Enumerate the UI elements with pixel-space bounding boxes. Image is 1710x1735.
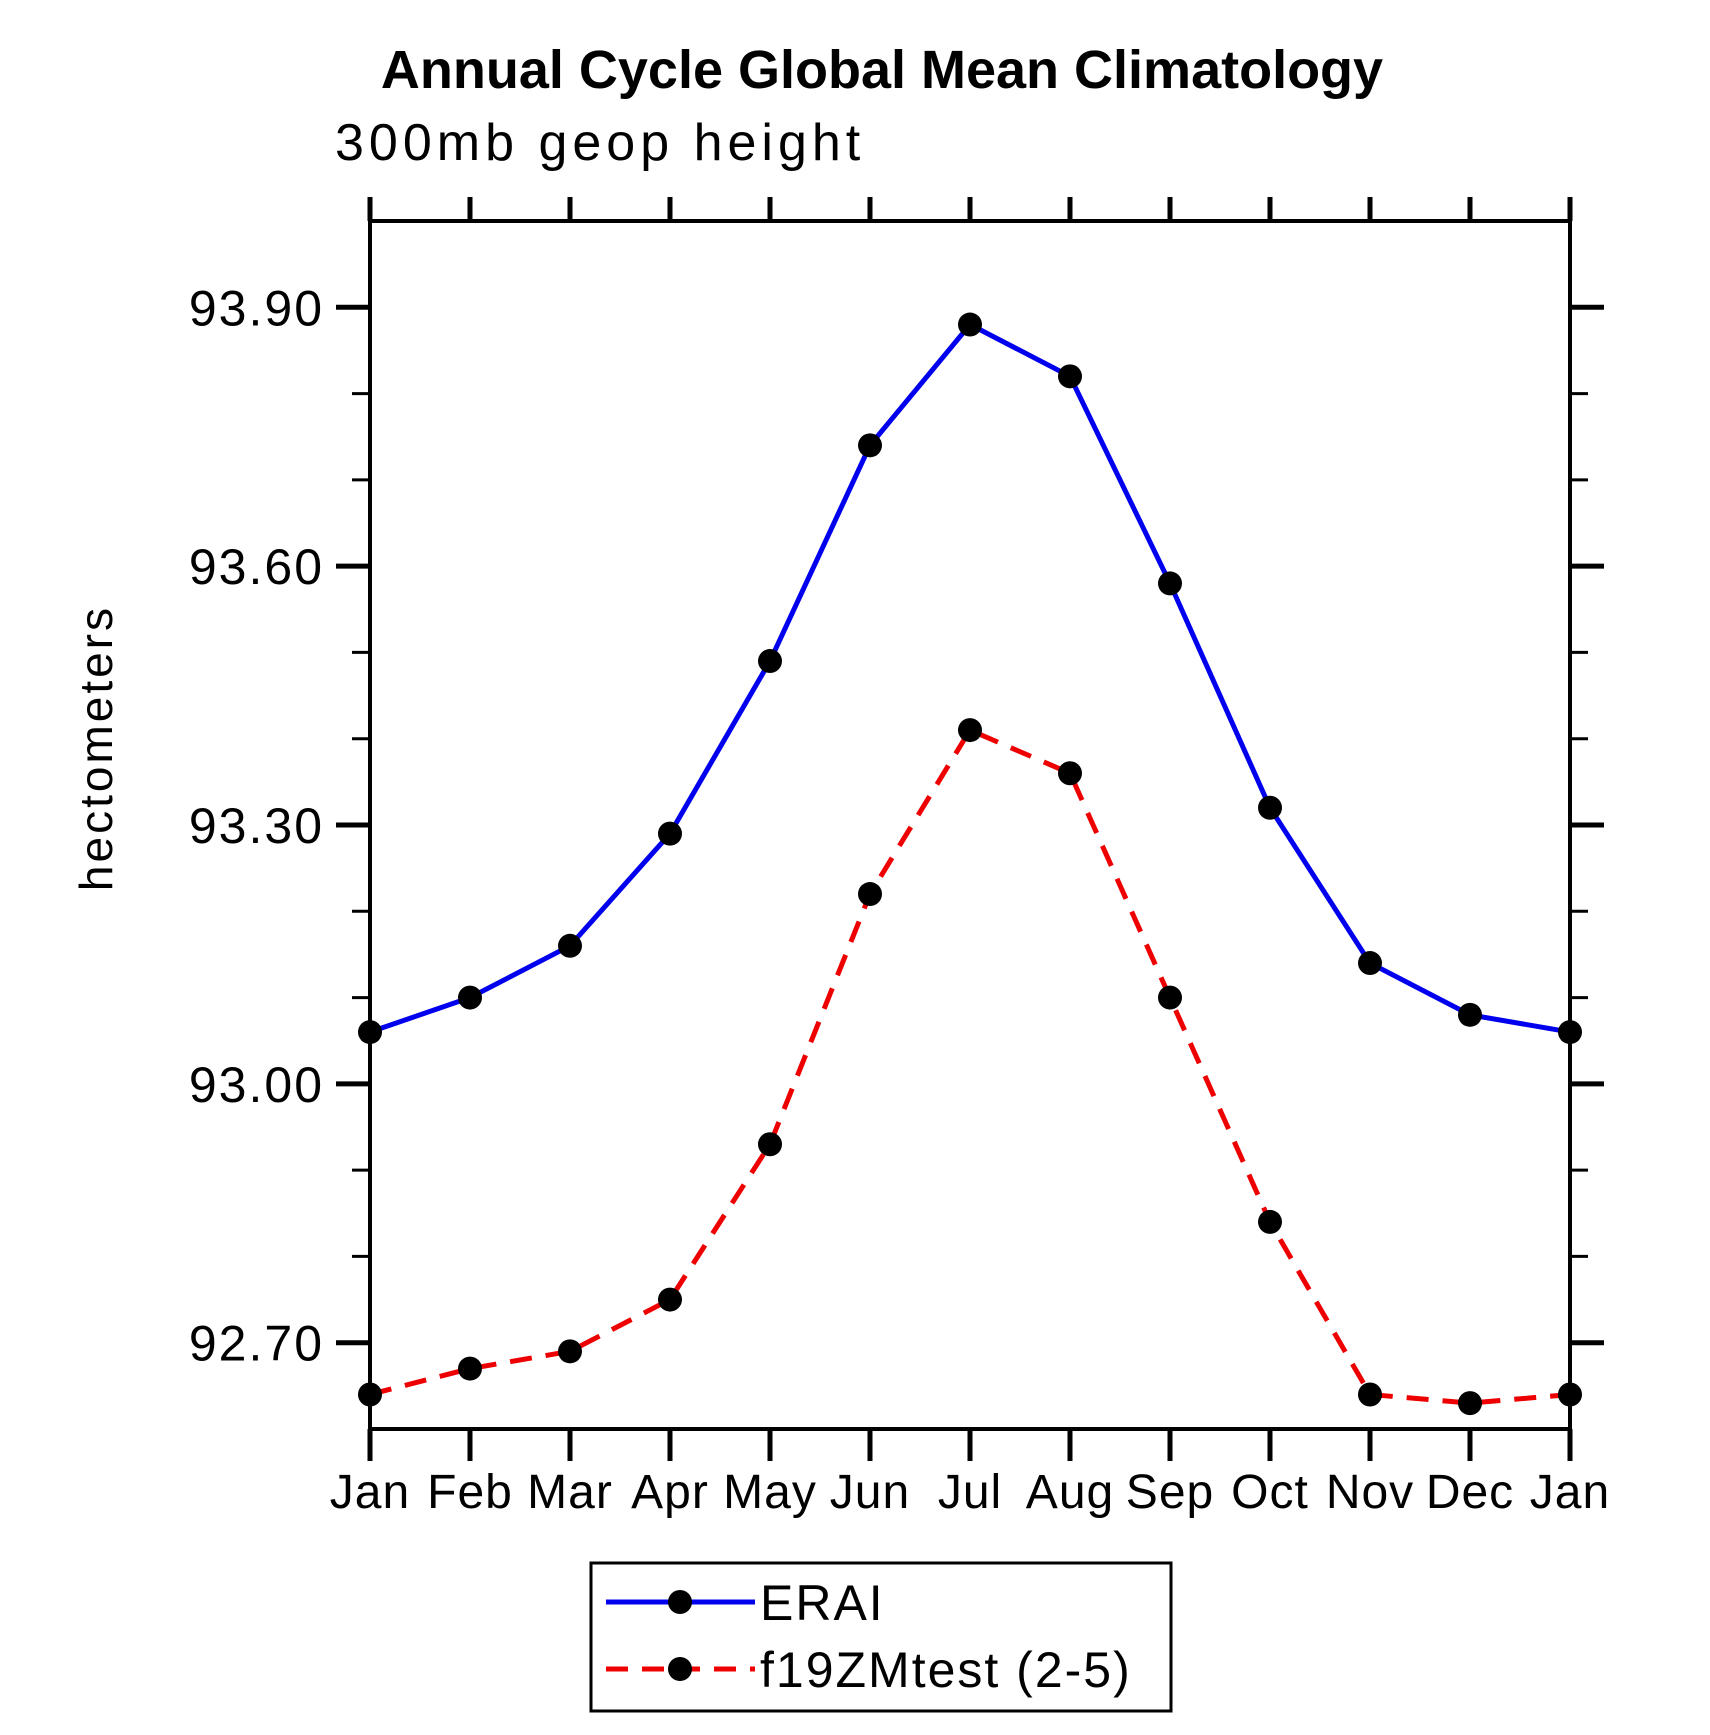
x-tick-label: Jan — [330, 1466, 410, 1519]
y-tick-label: 93.90 — [189, 280, 324, 336]
data-point-1 — [658, 1287, 682, 1312]
plot-frame — [368, 219, 1572, 1431]
x-tick-label: Sep — [1126, 1466, 1214, 1519]
x-tick-label: Apr — [631, 1466, 709, 1519]
data-point-1 — [1158, 985, 1182, 1010]
legend-label-f19zmtest: f19ZMtest (2-5) — [760, 1642, 1132, 1698]
y-tick-label: 93.30 — [189, 798, 324, 854]
data-point-0 — [958, 312, 982, 337]
x-tick-label: Mar — [527, 1466, 613, 1519]
data-point-0 — [658, 821, 682, 846]
x-tick-label: Nov — [1326, 1466, 1414, 1519]
axes-layer: 92.70 93.00 93.30 93.60 93.90 Jan Feb Mar Apr May… — [189, 197, 1610, 1519]
chart-title: Annual Cycle Global Mean Climatology — [381, 40, 1383, 100]
data-point-0 — [458, 985, 482, 1010]
x-tick-label: May — [723, 1466, 817, 1519]
x-tick-label: Dec — [1426, 1466, 1514, 1519]
legend-box — [589, 1561, 1173, 1713]
data-point-0 — [1258, 795, 1282, 820]
x-tick-label: Jan — [1530, 1466, 1610, 1519]
data-point-0 — [1158, 571, 1182, 596]
data-point-0 — [1058, 364, 1082, 389]
data-point-0 — [858, 433, 882, 458]
legend-sample-marker-1 — [668, 1657, 692, 1681]
series-line-0 — [369, 321, 1571, 1035]
data-point-0 — [1558, 1020, 1582, 1045]
data-point-1 — [358, 1382, 382, 1407]
x-tick-label: Jul — [938, 1466, 1002, 1519]
data-point-1 — [558, 1339, 582, 1364]
series-line-1 — [369, 726, 1571, 1406]
data-point-1 — [958, 718, 982, 743]
data-point-1 — [1358, 1382, 1382, 1407]
legend-samples — [606, 1590, 755, 1681]
legend-sample-marker-0 — [668, 1590, 692, 1614]
x-tick-label: Aug — [1026, 1466, 1114, 1519]
chart-subtitle: 300mb geop height — [335, 114, 865, 172]
data-point-0 — [558, 933, 582, 958]
series-layer — [358, 312, 1582, 1416]
y-tick-label: 92.70 — [189, 1316, 324, 1372]
data-point-1 — [458, 1356, 482, 1381]
data-point-1 — [1458, 1391, 1482, 1416]
data-point-1 — [858, 882, 882, 907]
data-point-0 — [1358, 951, 1382, 976]
data-point-1 — [1058, 761, 1082, 786]
x-tick-label: Oct — [1231, 1466, 1309, 1519]
legend-label-erai: ERAI — [760, 1575, 885, 1631]
data-point-1 — [758, 1132, 782, 1157]
data-point-0 — [1458, 1002, 1482, 1027]
y-tick-label: 93.60 — [189, 539, 324, 595]
x-tick-label: Jun — [830, 1466, 910, 1519]
data-point-0 — [358, 1020, 382, 1045]
y-tick-label: 93.00 — [189, 1057, 324, 1113]
y-axis-label: hectometers — [70, 605, 122, 891]
legend: ERAI f19ZMtest (2-5) — [589, 1561, 1173, 1713]
data-point-1 — [1558, 1382, 1582, 1407]
data-point-0 — [758, 649, 782, 674]
x-tick-label: Feb — [427, 1466, 513, 1519]
data-point-1 — [1258, 1209, 1282, 1234]
